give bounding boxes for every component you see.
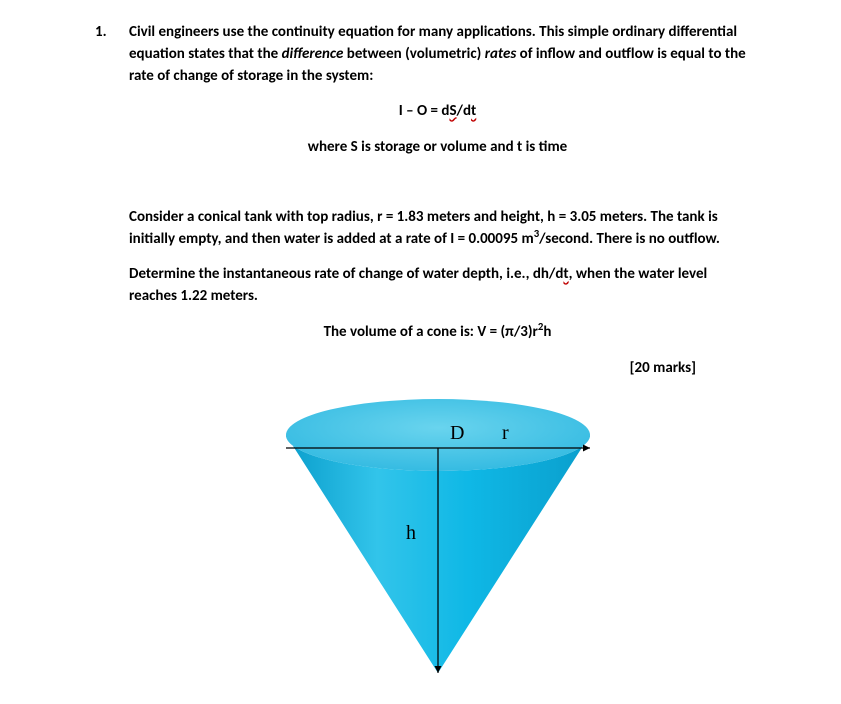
volume-formula: The volume of a cone is: V = (π/3)r2h [129, 322, 746, 344]
equation-lhs: I – O = d [399, 102, 450, 120]
volume-text-b: h [543, 323, 551, 341]
cone-diagram: D r h [278, 387, 598, 687]
equation-mid: /d [457, 102, 472, 120]
document-content: 1. Civil engineers use the continuity eq… [0, 0, 841, 687]
paragraph-2: Consider a conical tank with top radius,… [129, 207, 746, 251]
label-d: D [450, 422, 464, 444]
where-line: where S is storage or volume and t is ti… [129, 137, 746, 159]
equation-wavy-t: t [471, 102, 476, 120]
label-r: r [502, 422, 509, 444]
question-number: 1. [95, 22, 129, 44]
paragraph-3: Determine the instantaneous rate of chan… [129, 264, 746, 308]
cone-diagram-wrap: D r h [129, 387, 746, 687]
question-body: Civil engineers use the continuity equat… [129, 22, 746, 687]
intro-paragraph: Civil engineers use the continuity equat… [129, 22, 746, 87]
question-row: 1. Civil engineers use the continuity eq… [95, 22, 746, 687]
equation-wavy-s: S [449, 102, 456, 120]
equation: I – O = dS/dt [129, 101, 746, 123]
para3-text-a: Determine the instantaneous rate of chan… [129, 265, 563, 283]
volume-text-a: The volume of a cone is: V = (π/3)r [324, 323, 538, 341]
para2-text-b: /second. There is no outflow. [539, 230, 720, 248]
intro-italic-difference: difference [282, 45, 344, 63]
intro-text-c: between (volumetric) [343, 45, 484, 63]
marks: [20 marks] [129, 358, 746, 380]
intro-italic-rates: rates [485, 45, 517, 63]
label-h: h [406, 522, 416, 544]
